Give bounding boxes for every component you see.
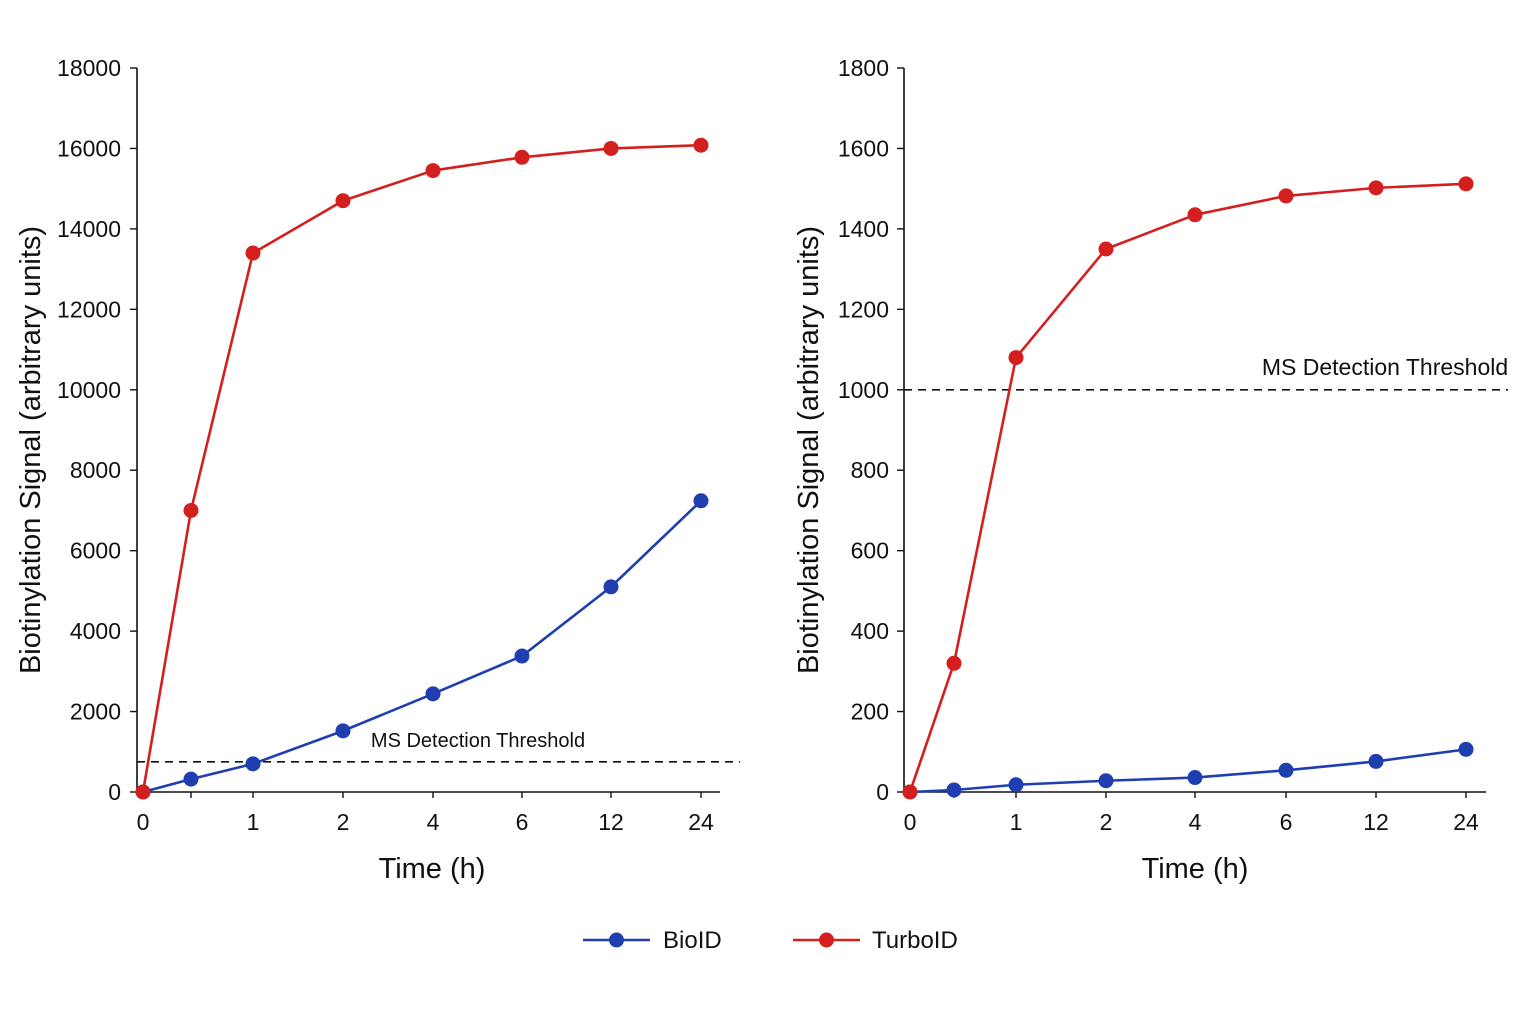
- y-tick-label: 8000: [70, 457, 121, 483]
- turboid-data-point: [1368, 180, 1384, 196]
- turboid-data-point: [245, 245, 261, 261]
- x-tick-label: 0: [137, 809, 150, 835]
- turboid-data-point: [1008, 350, 1024, 366]
- threshold-label: MS Detection Threshold: [1262, 354, 1508, 380]
- x-axis-title: Time (h): [1142, 853, 1249, 885]
- y-tick-label: 200: [851, 699, 889, 725]
- bioid-data-point: [1187, 770, 1203, 786]
- turboid-data-point: [335, 193, 351, 209]
- legend-turboid-marker: [819, 932, 834, 948]
- turboid-data-point: [514, 149, 530, 165]
- bioid-data-point: [183, 771, 199, 787]
- bioid-data-point: [1458, 741, 1474, 757]
- turboid-data-point: [902, 784, 918, 800]
- x-tick-label: 1: [1010, 809, 1023, 835]
- bioid-data-point: [693, 493, 709, 509]
- bioid-data-point: [514, 648, 530, 664]
- turboid-data-point: [1278, 188, 1294, 204]
- x-tick-label: 6: [516, 809, 529, 835]
- turboid-data-point: [183, 502, 199, 518]
- x-tick-label: 2: [1100, 809, 1113, 835]
- x-tick-label: 1: [247, 809, 260, 835]
- bioid-series-line: [909, 748, 1467, 794]
- y-tick-label: 16000: [57, 135, 121, 161]
- bioid-data-point: [1008, 777, 1024, 793]
- x-tick-label: 0: [904, 809, 917, 835]
- y-tick-label: 600: [851, 538, 889, 564]
- legend-turboid-label: TurboID: [872, 927, 958, 954]
- y-axis-title: Biotinylation Signal (arbitrary units): [793, 226, 825, 674]
- x-tick-label: 24: [1453, 809, 1479, 835]
- y-tick-label: 0: [876, 779, 889, 805]
- y-axis-title: Biotinylation Signal (arbitrary units): [15, 226, 47, 674]
- y-tick-label: 12000: [57, 296, 121, 322]
- bioid-series-line: [142, 499, 702, 794]
- turboid-data-point: [693, 137, 709, 153]
- turboid-data-point: [135, 784, 151, 800]
- y-tick-label: 2000: [70, 699, 121, 725]
- bioid-data-point: [1368, 753, 1384, 769]
- x-tick-label: 4: [1189, 809, 1202, 835]
- turboid-data-point: [425, 163, 441, 179]
- y-tick-label: 1400: [838, 216, 889, 242]
- x-tick-label: 24: [688, 809, 714, 835]
- turboid-data-point: [1458, 176, 1474, 192]
- x-tick-label: 6: [1280, 809, 1293, 835]
- threshold-label: MS Detection Threshold: [371, 730, 585, 752]
- bioid-data-point: [603, 579, 619, 595]
- turboid-data-point: [946, 655, 962, 671]
- y-tick-label: 6000: [70, 538, 121, 564]
- bioid-data-point: [1278, 762, 1294, 778]
- y-tick-label: 1600: [838, 135, 889, 161]
- y-tick-label: 4000: [70, 618, 121, 644]
- bioid-data-point: [335, 723, 351, 739]
- x-tick-label: 4: [427, 809, 440, 835]
- y-tick-label: 14000: [57, 216, 121, 242]
- x-axis-title: Time (h): [379, 853, 486, 885]
- bioid-data-point: [1098, 773, 1114, 789]
- turboid-data-point: [1187, 207, 1203, 223]
- bioid-data-point: [946, 782, 962, 798]
- turboid-data-point: [603, 140, 619, 156]
- turboid-series-line: [141, 143, 702, 793]
- turboid-data-point: [1098, 241, 1114, 257]
- y-tick-label: 10000: [57, 377, 121, 403]
- y-tick-label: 1800: [838, 55, 889, 81]
- y-tick-label: 1200: [838, 296, 889, 322]
- y-tick-label: 400: [851, 618, 889, 644]
- bioid-data-point: [425, 686, 441, 702]
- y-tick-label: 800: [851, 457, 889, 483]
- legend-bioid-label: BioID: [663, 927, 722, 954]
- legend-bioid-marker: [609, 932, 624, 948]
- legend: BioID TurboID: [583, 927, 958, 954]
- y-tick-label: 1000: [838, 377, 889, 403]
- x-tick-label: 12: [1363, 809, 1389, 835]
- y-tick-label: 0: [108, 779, 121, 805]
- y-tick-label: 18000: [57, 55, 121, 81]
- turboid-series-line: [908, 182, 1467, 793]
- x-tick-label: 2: [337, 809, 350, 835]
- left-chart-panel: 0 2000 4000 6000 8000 10000 12000 14000 16000 180…: [15, 55, 740, 885]
- x-tick-label: 12: [598, 809, 624, 835]
- bioid-data-point: [245, 756, 261, 772]
